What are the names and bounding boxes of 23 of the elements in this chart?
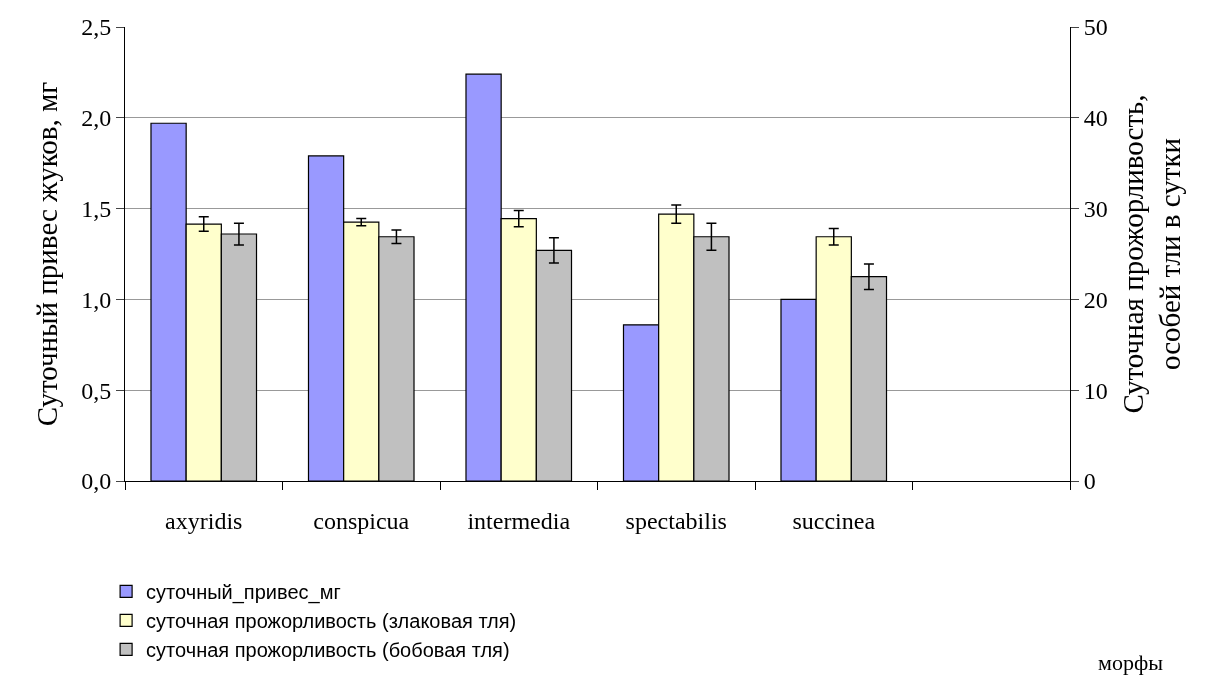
y-tick-label: 1,0 bbox=[81, 286, 112, 313]
legend-label: суточная прожорливость (бобовая тля) bbox=[146, 639, 510, 662]
text: морфы bbox=[1098, 650, 1164, 675]
y2-tick-label: 30 bbox=[1083, 196, 1108, 222]
x-tick-label: spectabilis bbox=[625, 507, 727, 534]
y-tick-label: 0,0 bbox=[81, 468, 112, 495]
y2-tick-label: 10 bbox=[1083, 377, 1108, 404]
y-tick-label: 2,0 bbox=[81, 105, 112, 132]
y2-tick-label: 20 bbox=[1083, 286, 1108, 313]
x-tick-label: succinea bbox=[792, 507, 876, 534]
x-tick-label: conspicua bbox=[313, 507, 410, 534]
legend-label: суточный_привес_мг bbox=[146, 581, 341, 605]
x-tick-label: axyridis bbox=[165, 507, 243, 534]
y-axis-title: Суточный привес жуков, мг bbox=[30, 81, 63, 427]
y-tick-label: 1,5 bbox=[81, 196, 112, 222]
y-tick-label: 2,5 bbox=[81, 14, 112, 41]
legend-label: суточная прожорливость (злаковая тля) bbox=[146, 610, 517, 633]
y-tick-label: 0,5 bbox=[81, 377, 112, 404]
y2-axis-title: Суточная прожорливость, особей тли в сутки bbox=[1116, 94, 1187, 414]
x-tick-label: intermedia bbox=[467, 507, 571, 534]
y2-tick-label: 40 bbox=[1083, 105, 1108, 132]
y2-tick-label: 0 bbox=[1083, 468, 1096, 495]
y2-tick-label: 50 bbox=[1083, 14, 1108, 41]
